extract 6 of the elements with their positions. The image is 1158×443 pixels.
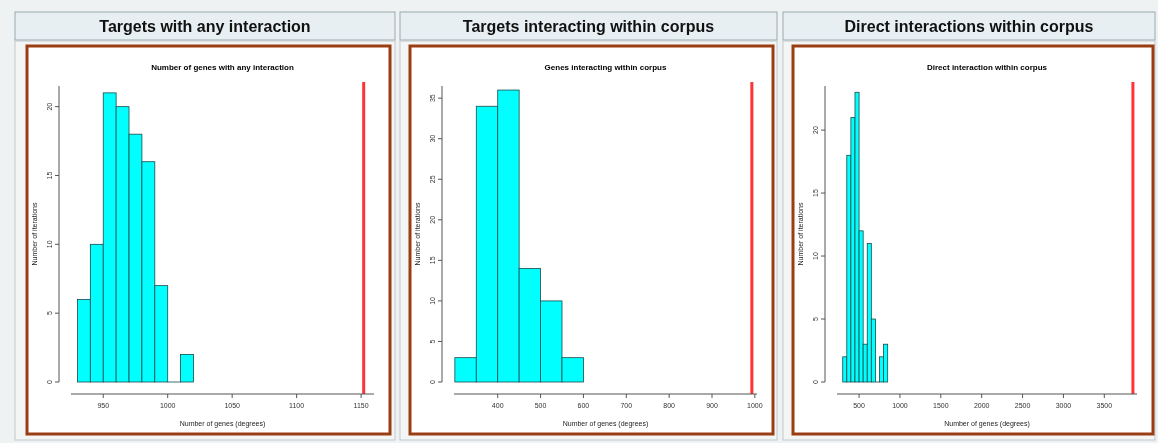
- chart-subtitle: Number of genes with any interaction: [151, 63, 294, 72]
- chart-subtitle: Direct interaction within corpus: [926, 63, 1048, 72]
- chart-title: Direct interactions within corpus: [844, 18, 1094, 35]
- chart-title: Targets interacting within corpus: [462, 18, 715, 35]
- chart-subtitle: Genes interacting within corpus: [544, 63, 667, 72]
- chart-title: Targets with any interaction: [99, 18, 311, 35]
